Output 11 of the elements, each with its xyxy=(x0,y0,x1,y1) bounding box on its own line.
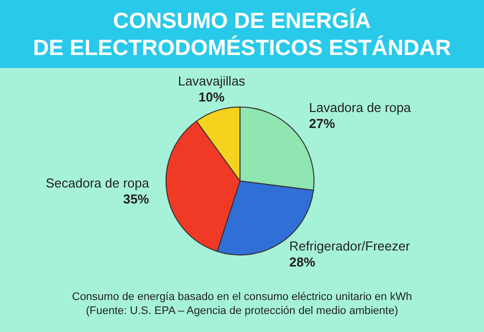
chart-title: CONSUMO DE ENERGÍA DE ELECTRODOMÉSTICOS ESTÁNDAR xyxy=(32,7,452,61)
text: (Fuente: U.S. EPA – Agencia de protección del medio ambiente) xyxy=(84,304,400,318)
slice-label: Refrigerador/Freezer xyxy=(289,238,411,254)
text: Consumo de energía basado en el consumo eléctrico unitario en kWh xyxy=(71,290,413,304)
data-label: 10% xyxy=(198,90,226,105)
slice-label: Lavadora de ropa xyxy=(309,100,412,116)
slice-label: Lavavajillas xyxy=(178,74,246,89)
data-label: 35% xyxy=(123,191,150,206)
data-label: 28% xyxy=(289,254,316,270)
data-label: 27% xyxy=(309,116,336,132)
slice-label: Secadora de ropa xyxy=(46,175,150,190)
